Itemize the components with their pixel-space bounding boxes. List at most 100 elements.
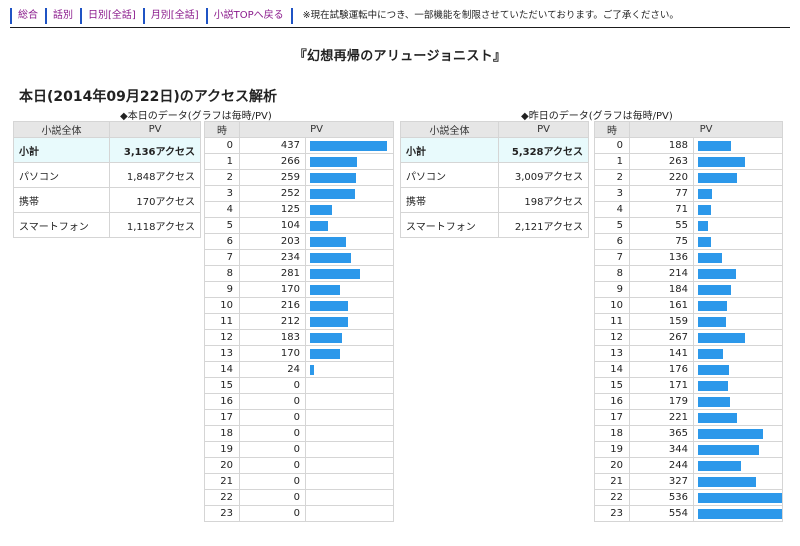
pv-bar bbox=[698, 428, 763, 439]
hourly-row: 16 179 bbox=[594, 393, 783, 410]
hour-cell: 2 bbox=[594, 169, 630, 186]
pv-value: 179 bbox=[629, 393, 694, 410]
pv-value: 75 bbox=[629, 233, 694, 250]
pv-bar-cell bbox=[693, 505, 783, 522]
pv-bar-cell bbox=[693, 361, 783, 378]
pv-bar bbox=[698, 364, 729, 375]
summary-label: パソコン bbox=[400, 162, 499, 188]
pv-value: 252 bbox=[239, 185, 306, 202]
hour-cell: 3 bbox=[594, 185, 630, 202]
nav-link-per-episode[interactable]: 話別 bbox=[45, 8, 80, 24]
pv-bar-cell bbox=[305, 265, 394, 282]
hourly-row: 23 0 bbox=[204, 505, 394, 522]
hour-cell: 16 bbox=[594, 393, 630, 410]
pv-value: 267 bbox=[629, 329, 694, 346]
nav-link-daily-all[interactable]: 日別[全話] bbox=[80, 8, 143, 24]
pv-bar-cell bbox=[305, 185, 394, 202]
pv-bar bbox=[698, 332, 745, 343]
hour-cell: 1 bbox=[204, 153, 240, 170]
hour-cell: 11 bbox=[204, 313, 240, 330]
nav-link-monthly-all[interactable]: 月別[全話] bbox=[142, 8, 206, 24]
hourly-header-hour: 時 bbox=[204, 121, 240, 138]
pv-value: 161 bbox=[629, 297, 694, 314]
hour-cell: 7 bbox=[594, 249, 630, 266]
hourly-row: 17 221 bbox=[594, 409, 783, 426]
summary-value: 3,009アクセス bbox=[498, 162, 589, 188]
pv-value: 281 bbox=[239, 265, 306, 282]
hour-cell: 21 bbox=[204, 473, 240, 490]
summary-row-mobile: 携帯 170アクセス bbox=[13, 187, 201, 213]
hour-cell: 7 bbox=[204, 249, 240, 266]
pv-value: 136 bbox=[629, 249, 694, 266]
hourly-row: 10 216 bbox=[204, 297, 394, 314]
pv-value: 77 bbox=[629, 185, 694, 202]
hourly-row: 16 0 bbox=[204, 393, 394, 410]
pv-bar bbox=[698, 412, 737, 423]
nav-link-novel-top[interactable]: 小説TOPへ戻る bbox=[205, 8, 291, 24]
today-summary-table: 小説全体 PV 小計 3,136アクセス パソコン 1,848アクセス 携帯 1… bbox=[13, 121, 201, 238]
hourly-row: 3 252 bbox=[204, 185, 394, 202]
pv-bar-cell bbox=[305, 489, 394, 506]
hourly-header-pv: PV bbox=[629, 121, 783, 138]
hourly-row: 1 266 bbox=[204, 153, 394, 170]
pv-value: 344 bbox=[629, 441, 694, 458]
pv-value: 266 bbox=[239, 153, 306, 170]
pv-bar bbox=[698, 444, 759, 455]
pv-bar-cell bbox=[693, 393, 783, 410]
hour-cell: 22 bbox=[204, 489, 240, 506]
pv-bar-cell bbox=[693, 297, 783, 314]
hour-cell: 18 bbox=[594, 425, 630, 442]
pv-value: 220 bbox=[629, 169, 694, 186]
hour-cell: 5 bbox=[594, 217, 630, 234]
hour-cell: 14 bbox=[204, 361, 240, 378]
section-heading: 本日(2014年09月22日)のアクセス解析 bbox=[19, 89, 278, 105]
novel-title: 『幻想再帰のアリュージョニスト』 bbox=[293, 49, 507, 64]
pv-bar-cell bbox=[693, 329, 783, 346]
pv-bar-cell bbox=[305, 249, 394, 266]
summary-label: スマートフォン bbox=[13, 212, 110, 238]
pv-bar bbox=[698, 348, 723, 359]
hourly-row: 14 176 bbox=[594, 361, 783, 378]
pv-bar bbox=[310, 236, 346, 247]
pv-bar bbox=[698, 380, 728, 391]
pv-bar bbox=[698, 476, 756, 487]
nav-link-overall[interactable]: 総合 bbox=[10, 8, 45, 24]
pv-bar-cell bbox=[693, 489, 783, 506]
pv-bar-cell bbox=[693, 169, 783, 186]
hour-cell: 14 bbox=[594, 361, 630, 378]
hourly-row: 8 214 bbox=[594, 265, 783, 282]
pv-value: 184 bbox=[629, 281, 694, 298]
pv-bar bbox=[698, 140, 731, 151]
hourly-row: 7 136 bbox=[594, 249, 783, 266]
pv-value: 0 bbox=[239, 377, 306, 394]
summary-row-smartphone: スマートフォン 2,121アクセス bbox=[400, 212, 589, 238]
hourly-row: 10 161 bbox=[594, 297, 783, 314]
pv-bar bbox=[698, 508, 782, 519]
hourly-row: 8 281 bbox=[204, 265, 394, 282]
pv-value: 71 bbox=[629, 201, 694, 218]
pv-value: 188 bbox=[629, 137, 694, 154]
today-hourly-body: 0 437 1 266 2 259 3 252 4 125 5 104 6 203 7 234 8 281 9 170… bbox=[204, 137, 394, 522]
hourly-row: 4 125 bbox=[204, 201, 394, 218]
hourly-row: 9 184 bbox=[594, 281, 783, 298]
hourly-row: 19 344 bbox=[594, 441, 783, 458]
hourly-row: 22 536 bbox=[594, 489, 783, 506]
pv-bar bbox=[698, 492, 782, 503]
pv-value: 437 bbox=[239, 137, 306, 154]
pv-bar bbox=[698, 204, 711, 215]
pv-value: 0 bbox=[239, 457, 306, 474]
pv-bar-cell bbox=[305, 409, 394, 426]
pv-value: 259 bbox=[239, 169, 306, 186]
pv-value: 0 bbox=[239, 473, 306, 490]
pv-bar-cell bbox=[693, 425, 783, 442]
pv-value: 327 bbox=[629, 473, 694, 490]
pv-bar-cell bbox=[693, 473, 783, 490]
hour-cell: 13 bbox=[204, 345, 240, 362]
hour-cell: 4 bbox=[594, 201, 630, 218]
pv-bar-cell bbox=[305, 441, 394, 458]
pv-bar bbox=[310, 140, 387, 151]
hour-cell: 19 bbox=[594, 441, 630, 458]
pv-bar-cell bbox=[693, 313, 783, 330]
pv-bar-cell bbox=[693, 185, 783, 202]
summary-value: 1,848アクセス bbox=[109, 162, 201, 188]
